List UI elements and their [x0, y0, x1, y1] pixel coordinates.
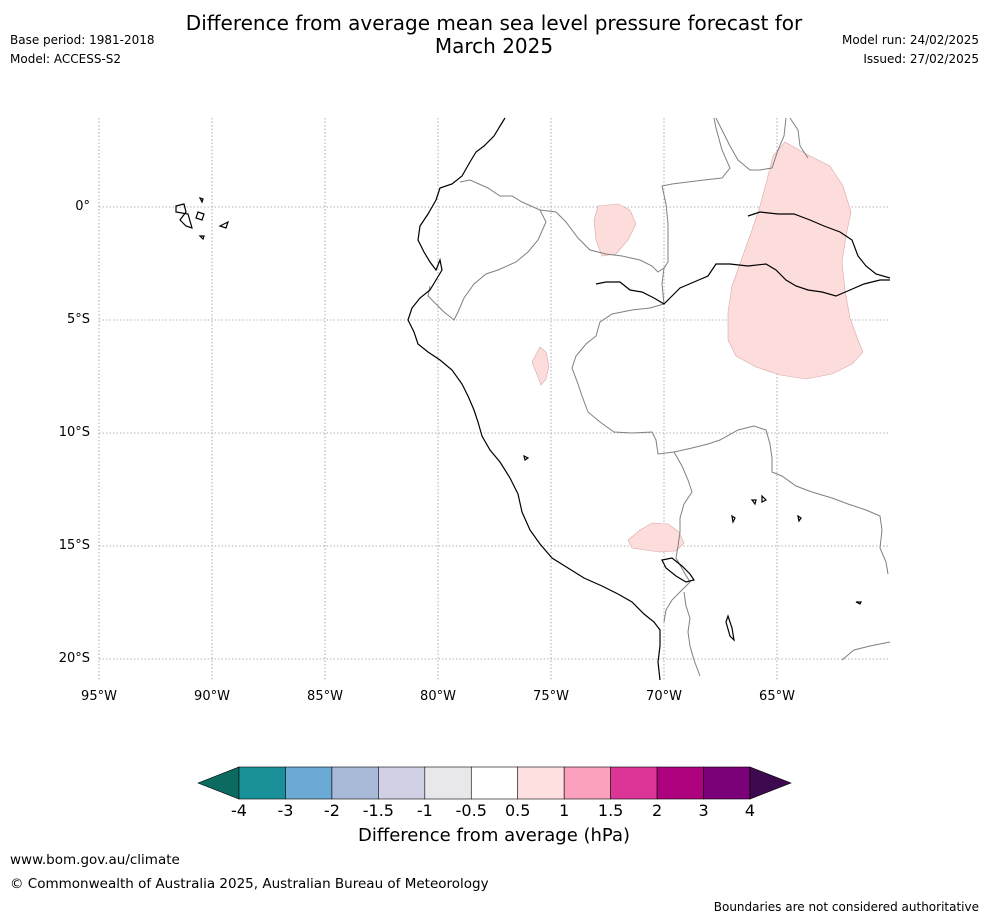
river-negro	[747, 211, 891, 279]
anomaly-region-amazon	[727, 141, 864, 380]
model-name: Model: ACCESS-S2	[10, 52, 122, 66]
graticule	[98, 118, 890, 681]
border-bolivia-chile	[683, 591, 701, 677]
anomaly-region-north	[593, 203, 637, 257]
anomaly-regions	[531, 141, 864, 553]
border-peru-bolivia	[663, 451, 693, 623]
colorbar-cell	[517, 766, 565, 800]
title-line-1: Difference from average mean sea level p…	[185, 11, 803, 35]
galapagos-islands	[175, 196, 230, 241]
lon-label-85w: 85°W	[307, 689, 343, 704]
country-borders	[427, 117, 891, 677]
colorbar-tick-label: -1	[416, 801, 433, 820]
coastlines	[175, 117, 891, 681]
lon-label-95w: 95°W	[81, 689, 117, 704]
lat-label-20s: 20°S	[58, 651, 90, 666]
colorbar-tick-label: -3	[277, 801, 294, 820]
colorbar-tick-label: 0.5	[504, 801, 531, 820]
colorbar-cell	[424, 766, 472, 800]
disclaimer-text: Boundaries are not considered authoritat…	[713, 900, 979, 914]
model-run: Model run: 24/02/2025	[841, 33, 979, 47]
copyright-text: © Commonwealth of Australia 2025, Austra…	[10, 876, 489, 892]
map-title: Difference from average mean sea level p…	[0, 12, 988, 58]
lake-poopo	[725, 614, 735, 642]
colorbar-tick-label: 3	[698, 801, 709, 820]
lat-label-10s: 10°S	[58, 425, 90, 440]
colorbar-cell	[238, 766, 286, 800]
issued-date: Issued: 27/02/2025	[863, 52, 979, 66]
colorbar-tick-label: -1.5	[362, 801, 394, 820]
colorbar-tick-label: 1.5	[597, 801, 624, 820]
colorbar-cell	[285, 766, 333, 800]
colorbar-cell	[703, 766, 751, 800]
lon-label-75w: 75°W	[533, 689, 569, 704]
border-suriname	[789, 117, 809, 159]
colorbar-cell	[470, 766, 519, 800]
colorbar-cell	[378, 766, 426, 800]
colorbar-tick-label: -0.5	[455, 801, 487, 820]
border-colombia-ecuador	[427, 179, 547, 321]
colorbar-cell	[563, 766, 611, 800]
colorbar-tick-label: 4	[744, 801, 756, 820]
border-colombia-venezuela	[539, 117, 731, 273]
lon-label-90w: 90°W	[194, 689, 230, 704]
colorbar-tick-label: 2	[651, 801, 663, 820]
colorbar-low-extend	[197, 766, 240, 800]
anomaly-region-south	[627, 522, 685, 553]
colorbar-tick-label: 1	[559, 801, 570, 820]
title-line-2: March 2025	[434, 34, 554, 58]
colorbar-cell	[610, 766, 658, 800]
border-paraguay	[841, 641, 891, 661]
river-amazon	[595, 263, 890, 305]
lat-label-15s: 15°S	[58, 538, 90, 553]
lake-titicaca	[661, 557, 695, 583]
colorbar-cells	[238, 766, 751, 800]
colorbar-tick-label: -4	[231, 801, 247, 820]
lat-label-5s: 5°S	[66, 312, 90, 327]
lon-label-80w: 80°W	[420, 689, 456, 704]
lat-label-0: 0°	[75, 199, 90, 214]
colorbar-tick-label: -2	[323, 801, 340, 820]
colorbar-cell	[331, 766, 379, 800]
colorbar-title: Difference from average (hPa)	[357, 825, 631, 846]
base-period: Base period: 1981-2018	[10, 33, 155, 47]
coast-pacific	[407, 117, 661, 681]
border-guyana	[715, 117, 787, 171]
lon-label-70w: 70°W	[646, 689, 682, 704]
colorbar-cell	[656, 766, 704, 800]
website-link[interactable]: www.bom.gov.au/climate	[10, 852, 180, 868]
small-lakes	[523, 454, 862, 605]
colorbar-high-extend	[749, 766, 792, 800]
lon-label-65w: 65°W	[759, 689, 795, 704]
anomaly-region-peru	[531, 346, 550, 386]
